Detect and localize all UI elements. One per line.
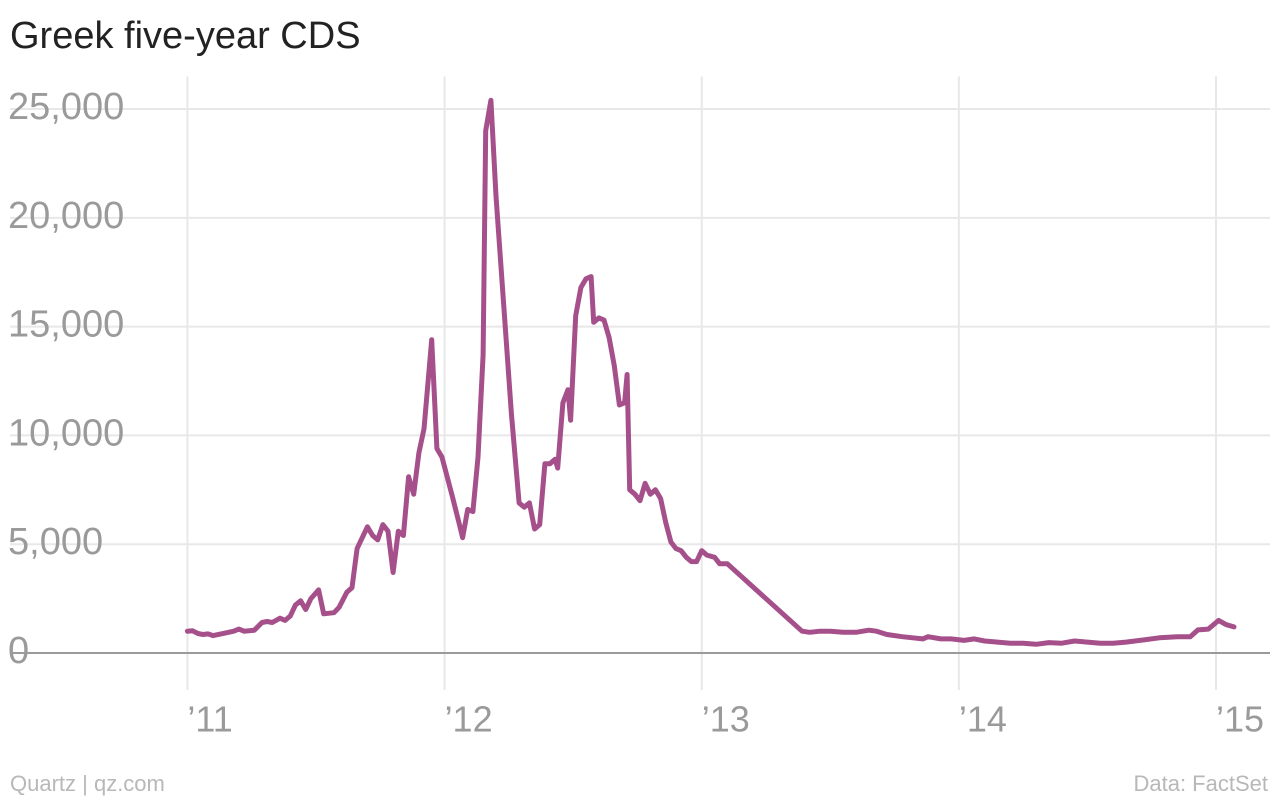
y-tick-label: 10,000 xyxy=(8,412,124,454)
source-left: Quartz | qz.com xyxy=(10,771,165,796)
source-right: Data: FactSet xyxy=(1133,771,1268,796)
x-tick-label: ’11 xyxy=(187,699,232,740)
chart-title: Greek five-year CDS xyxy=(10,15,361,57)
x-tick-label: ’14 xyxy=(959,699,1007,740)
y-tick-label: 0 xyxy=(8,630,29,672)
x-tick-label: ’15 xyxy=(1216,699,1264,740)
data-line xyxy=(184,97,1237,647)
y-tick-label: 15,000 xyxy=(8,304,124,346)
y-tick-label: 25,000 xyxy=(8,86,124,128)
y-tick-label: 5,000 xyxy=(8,521,103,563)
x-tick-label: ’13 xyxy=(702,699,750,740)
y-tick-label: 20,000 xyxy=(8,195,124,237)
x-tick-label: ’12 xyxy=(445,699,493,740)
